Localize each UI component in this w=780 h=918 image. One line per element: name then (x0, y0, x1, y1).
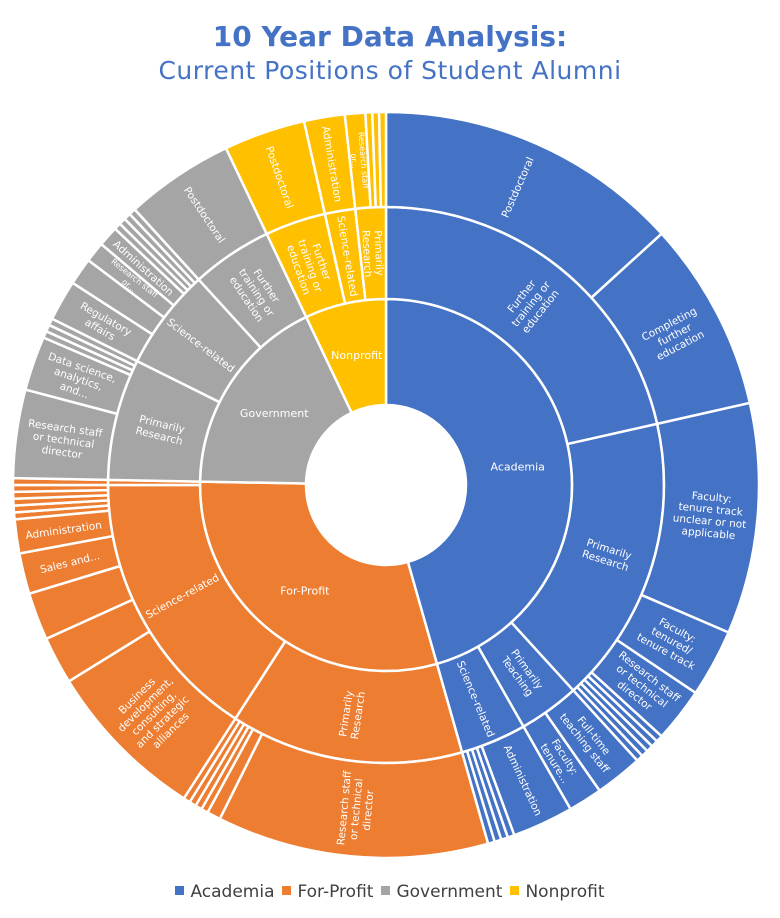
segment-position-unlabeled (377, 110, 388, 209)
label-government: Government (240, 407, 309, 420)
legend-swatch-nonprofit (510, 885, 520, 895)
legend-item-academia: Academia (175, 882, 274, 902)
label-academia: Academia (491, 460, 545, 473)
chart-title-text: 10 Year Data Analysis (212, 20, 557, 53)
legend-label-for-profit: For-Profit (297, 882, 374, 902)
chart-subtitle: Current Positions of Student Alumni (158, 56, 622, 85)
label-primarily-research: PrimarilyResearch (359, 229, 385, 277)
label-for-profit: For-Profit (280, 584, 330, 597)
label-nonprofit: Nonprofit (331, 349, 383, 362)
label-research-staff-or-technical-director: Research staffor technicaldirector (24, 418, 104, 464)
label-business-development-consulting-and-strategic-alliances: Businessdevelopment,consulting,and strat… (107, 667, 201, 761)
legend-label-nonprofit: Nonprofit (525, 882, 605, 902)
sunburst-segments (11, 110, 761, 860)
label-research-staff-or-technical-director: Research staffor technicaldirector (335, 770, 378, 849)
legend-item-government: Government (381, 882, 502, 902)
legend-swatch-academia (175, 885, 185, 895)
legend-item-for-profit: For-Profit (282, 882, 373, 902)
chart-title-block: 10 Year Data Analysis: Current Positions… (0, 20, 780, 88)
label-faculty-tenure-track-unclear-or-not-applicable: Faculty:tenure trackunclear or notapplic… (671, 488, 749, 543)
legend-swatch-for-profit (282, 885, 292, 895)
legend-item-nonprofit: Nonprofit (510, 882, 605, 902)
legend-swatch-government (381, 885, 391, 895)
legend-label-government: Government (396, 882, 503, 902)
chart-legend: Academia For-Profit Government Nonprofit (0, 882, 780, 902)
chart-title: 10 Year Data Analysis: (0, 20, 780, 54)
label-further-training-or-education: Furthertraining oreducation (284, 234, 336, 298)
chart-title-colon: : (556, 20, 568, 53)
legend-label-academia: Academia (190, 882, 275, 902)
